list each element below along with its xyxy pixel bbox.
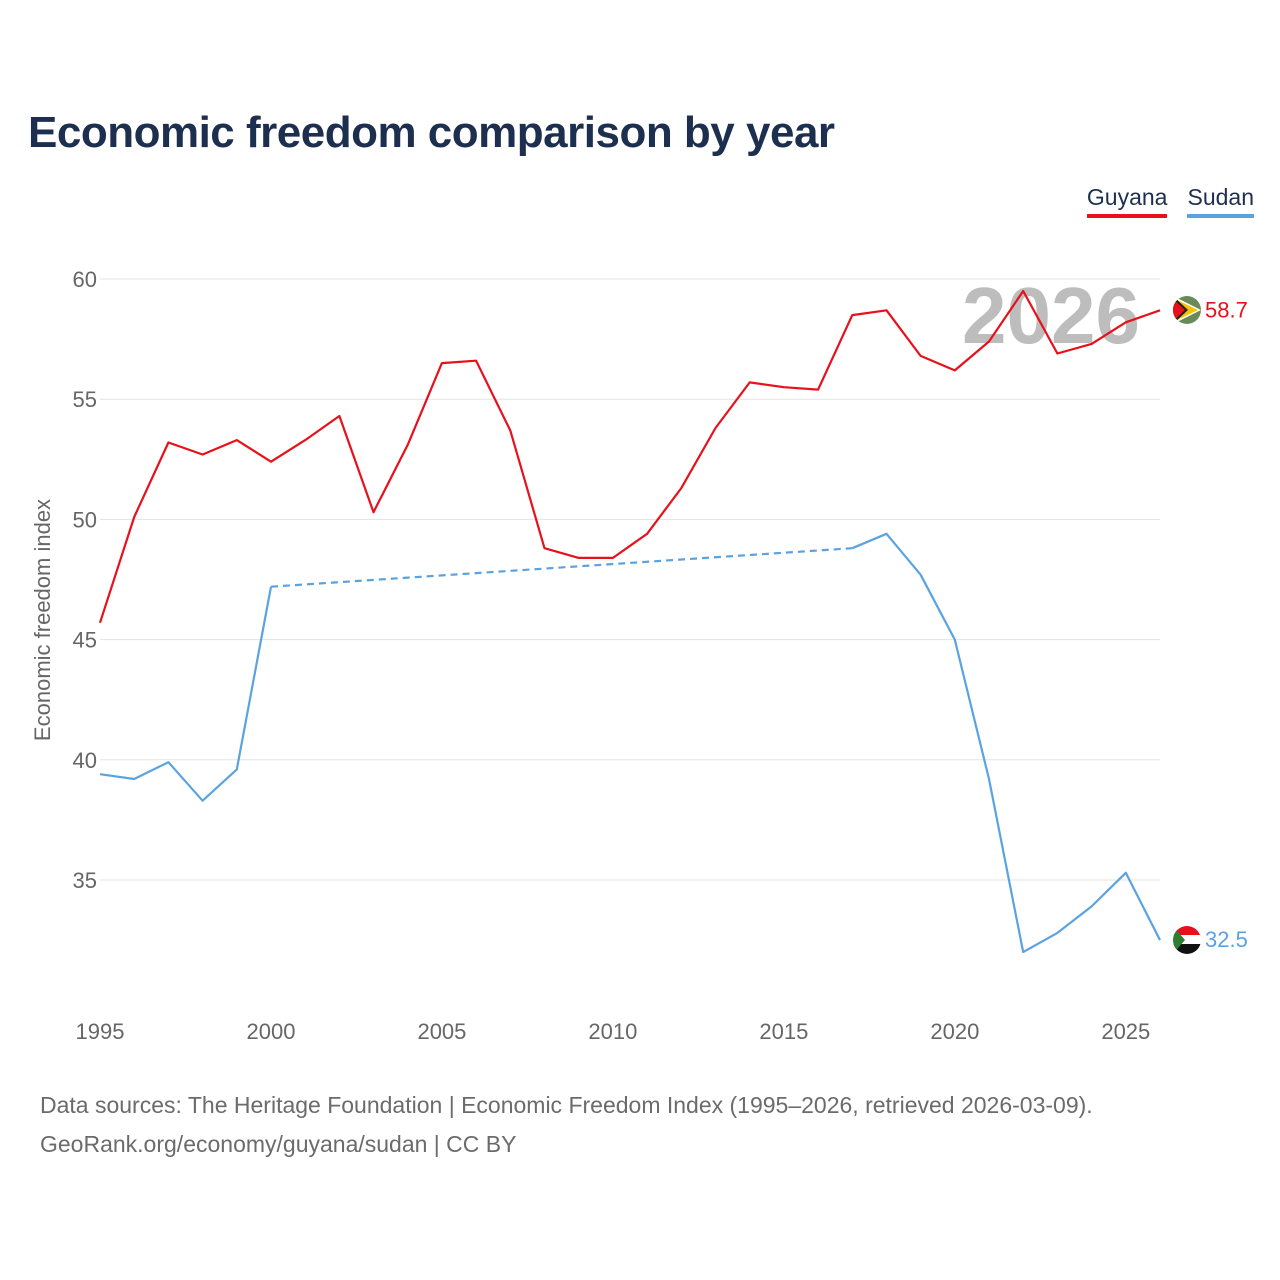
y-tick-label: 60: [73, 267, 97, 292]
y-tick-label: 55: [73, 387, 97, 412]
legend-item-sudan[interactable]: Sudan: [1187, 184, 1254, 218]
y-tick-label: 45: [73, 628, 97, 653]
series-line-sudan-0[interactable]: [99, 586, 273, 802]
sudan-end-value-label: 32.5: [1205, 927, 1248, 952]
series-line-sudan-2[interactable]: [851, 532, 1161, 954]
x-tick-label: 2015: [759, 1019, 808, 1044]
legend: Guyana Sudan: [1086, 184, 1254, 218]
guyana-flag-icon: [1173, 296, 1201, 324]
series-lines: [98, 289, 1161, 954]
x-tick-label: 2020: [930, 1019, 979, 1044]
source-line: Data sources: The Heritage Foundation | …: [40, 1092, 1093, 1118]
x-axis-ticks: 1995 2000 2005 2010 2015 2020 2025: [76, 1019, 1151, 1044]
sudan-flag-icon: [1173, 926, 1201, 954]
series-line-guyana-0[interactable]: [98, 289, 1161, 624]
y-tick-label: 40: [73, 748, 97, 773]
series-line-sudan-gap[interactable]: [270, 547, 853, 588]
x-tick-label: 2000: [246, 1019, 295, 1044]
url-line[interactable]: GeoRank.org/economy/guyana/sudan | CC BY: [40, 1131, 517, 1157]
legend-item-guyana[interactable]: Guyana: [1086, 184, 1168, 218]
guyana-end-value-label: 58.7: [1205, 297, 1248, 322]
x-tick-label: 1995: [76, 1019, 125, 1044]
x-tick-label: 2010: [588, 1019, 637, 1044]
year-watermark: 2026: [962, 271, 1140, 360]
x-tick-label: 2025: [1101, 1019, 1150, 1044]
chart-title: Economic freedom comparison by year: [28, 108, 835, 157]
y-tick-label: 50: [73, 507, 97, 532]
gridlines: [100, 278, 1160, 881]
y-tick-label: 35: [73, 868, 97, 893]
x-tick-label: 2005: [417, 1019, 466, 1044]
y-axis-label: Economic freedom index: [30, 499, 55, 741]
y-axis-ticks: 35 40 45 50 55 60: [73, 267, 97, 893]
footer-source: Data sources: The Heritage Foundation | …: [40, 1086, 1093, 1164]
